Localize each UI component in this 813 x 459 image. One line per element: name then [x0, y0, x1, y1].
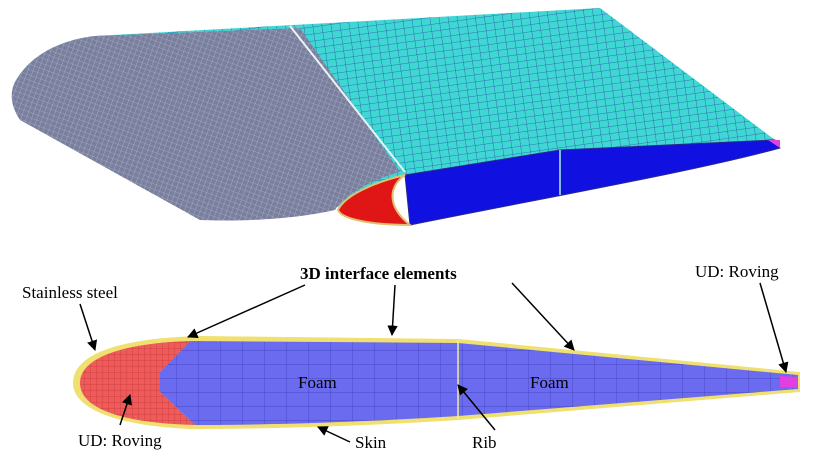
- foam-rear: [458, 343, 798, 416]
- arrow: [187, 284, 306, 338]
- rib-line: [289, 25, 406, 173]
- arrow: [511, 282, 575, 351]
- label: Skin: [355, 433, 387, 452]
- leading-edge-skin: [11, 28, 400, 221]
- label: Stainless steel: [22, 283, 118, 302]
- end-face-roving: [336, 174, 413, 227]
- label: 3D interface elements: [300, 264, 457, 283]
- label: UD: Roving: [695, 262, 779, 281]
- roving-nose: [80, 341, 195, 425]
- label: Rib: [472, 433, 497, 452]
- wing-3d: [11, 8, 781, 227]
- arrow: [79, 303, 98, 351]
- arrow: [387, 284, 398, 337]
- label: UD: Roving: [78, 431, 162, 450]
- arrows: [79, 282, 789, 443]
- trailing-roving: [780, 376, 798, 388]
- arrow: [119, 394, 132, 426]
- end-face-foam: [404, 139, 781, 226]
- arrow: [759, 282, 789, 374]
- arrow: [457, 384, 496, 431]
- label: Foam: [530, 373, 569, 392]
- arrow: [317, 426, 351, 443]
- cross-section: [73, 336, 800, 429]
- foam-front: [160, 341, 458, 425]
- label: Foam: [298, 373, 337, 392]
- trailing-roving: [768, 140, 780, 148]
